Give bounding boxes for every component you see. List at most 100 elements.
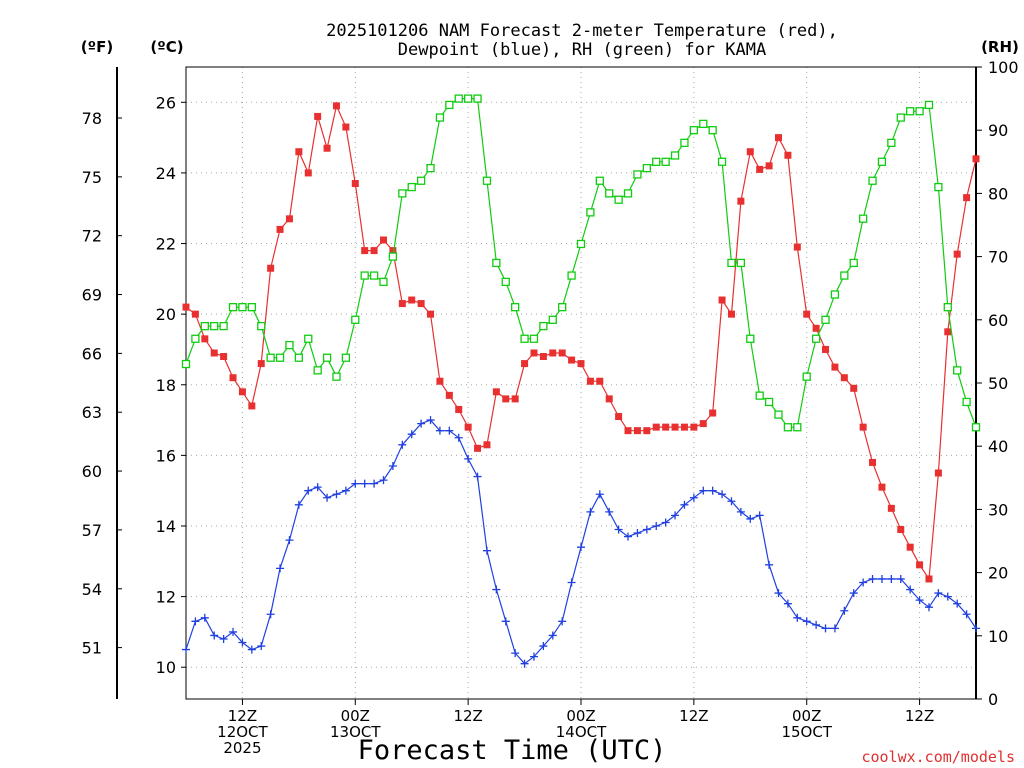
dewpoint-point [821, 624, 830, 633]
dewpoint-point [887, 574, 896, 583]
rh-point [840, 271, 849, 280]
credit-text: coolwx.com/models [861, 748, 1015, 766]
temperature-point [671, 423, 679, 431]
dewpoint-point [680, 500, 689, 509]
fahrenheit-tick-label: 69 [82, 286, 102, 305]
dewpoint-point [774, 589, 783, 598]
rh-point [858, 214, 868, 223]
rh-tick-label: 40 [988, 437, 1008, 456]
x-tick-label: 12OCT [217, 723, 268, 741]
gridlines [186, 67, 976, 699]
temperature-point [793, 243, 801, 251]
rh-tick-label: 80 [988, 184, 1008, 203]
temperature-point [238, 388, 246, 396]
rh-point [605, 189, 614, 198]
temperature-point [398, 300, 406, 308]
celsius-tick-label: 12 [156, 588, 176, 607]
rh-point [210, 321, 219, 331]
x-tick-label: 15OCT [781, 723, 832, 741]
temperature-point [596, 377, 604, 385]
rh-point [906, 107, 915, 116]
dewpoint-point [868, 574, 877, 583]
rh-point [520, 334, 529, 343]
temperature-point [427, 310, 435, 318]
dewpoint-point [247, 645, 256, 654]
x-tick-label: 00Z [792, 707, 821, 725]
dewpoint-point [924, 603, 933, 612]
dewpoint-point [802, 617, 811, 626]
dewpoint-point [445, 426, 454, 435]
dewpoint-point [492, 585, 501, 594]
x-tick-label: 00Z [341, 707, 370, 725]
dewpoint-point [746, 514, 755, 523]
rh-point [247, 303, 256, 312]
dewpoint-point [464, 454, 473, 463]
rh-point [727, 258, 736, 268]
temperature-point [972, 155, 980, 163]
temperature-point [229, 374, 237, 382]
dewpoint-point [727, 497, 736, 506]
rh-tick-label: 60 [988, 311, 1008, 330]
dewpoint-point [614, 525, 623, 534]
rh-point [717, 157, 727, 166]
chart-title-line-2: Dewpoint (blue), RH (green) for KAMA [398, 40, 766, 60]
dewpoint-point [379, 476, 388, 485]
rh-point [416, 176, 426, 185]
temperature-point [295, 148, 303, 156]
fahrenheit-unit-label: (ºF) [81, 38, 113, 56]
temperature-point [812, 324, 820, 332]
rh-unit-label: (RH) [981, 38, 1019, 56]
rh-point [191, 334, 200, 343]
temperature-point [210, 349, 218, 357]
dewpoint-point [388, 461, 397, 470]
rh-series [181, 94, 981, 432]
temperature-point [380, 236, 387, 244]
temperature-point [737, 197, 745, 205]
dewpoint-point [407, 430, 416, 439]
rh-point [266, 353, 275, 362]
rh-point [576, 239, 586, 249]
dewpoint-point [313, 483, 322, 492]
dewpoint-point [266, 610, 275, 619]
rh-point [793, 423, 802, 432]
temperature-point [916, 561, 924, 569]
fahrenheit-tick-label: 60 [82, 462, 102, 481]
temperature-point [925, 575, 933, 583]
temperature-point [408, 296, 416, 304]
temperature-point [549, 349, 557, 357]
celsius-tick-label: 10 [156, 658, 176, 677]
temperature-point [850, 384, 858, 392]
rh-point [943, 303, 952, 312]
temperature-series [182, 102, 980, 583]
temperature-point [633, 427, 641, 435]
temperature-point [389, 247, 397, 255]
x-tick-label: 12Z [679, 707, 708, 725]
temperature-point [586, 377, 594, 385]
temperature-point [953, 250, 961, 258]
dewpoint-point [906, 585, 915, 594]
rh-point [257, 321, 266, 331]
rh-tick-label: 70 [988, 248, 1008, 267]
rh-point [219, 321, 228, 331]
dewpoint-point [972, 624, 980, 633]
temperature-point [201, 335, 209, 343]
celsius-tick-label: 18 [156, 376, 176, 395]
celsius-tick-label: 20 [156, 305, 176, 324]
temperature-point [483, 441, 491, 449]
temperature-point [934, 469, 942, 477]
dewpoint-point [351, 479, 360, 488]
temperature-point [361, 247, 369, 255]
dewpoint-point [934, 589, 943, 598]
rh-point [398, 189, 407, 198]
rh-point [501, 277, 510, 287]
rh-point [445, 100, 454, 110]
dewpoint-point [708, 486, 717, 495]
rh-point [764, 397, 774, 407]
temperature-point [803, 310, 811, 318]
dewpoint-point [229, 627, 238, 636]
celsius-tick-label: 14 [156, 517, 176, 536]
dewpoint-point [567, 578, 576, 587]
rh-point [614, 195, 623, 204]
temperature-point [831, 363, 839, 371]
